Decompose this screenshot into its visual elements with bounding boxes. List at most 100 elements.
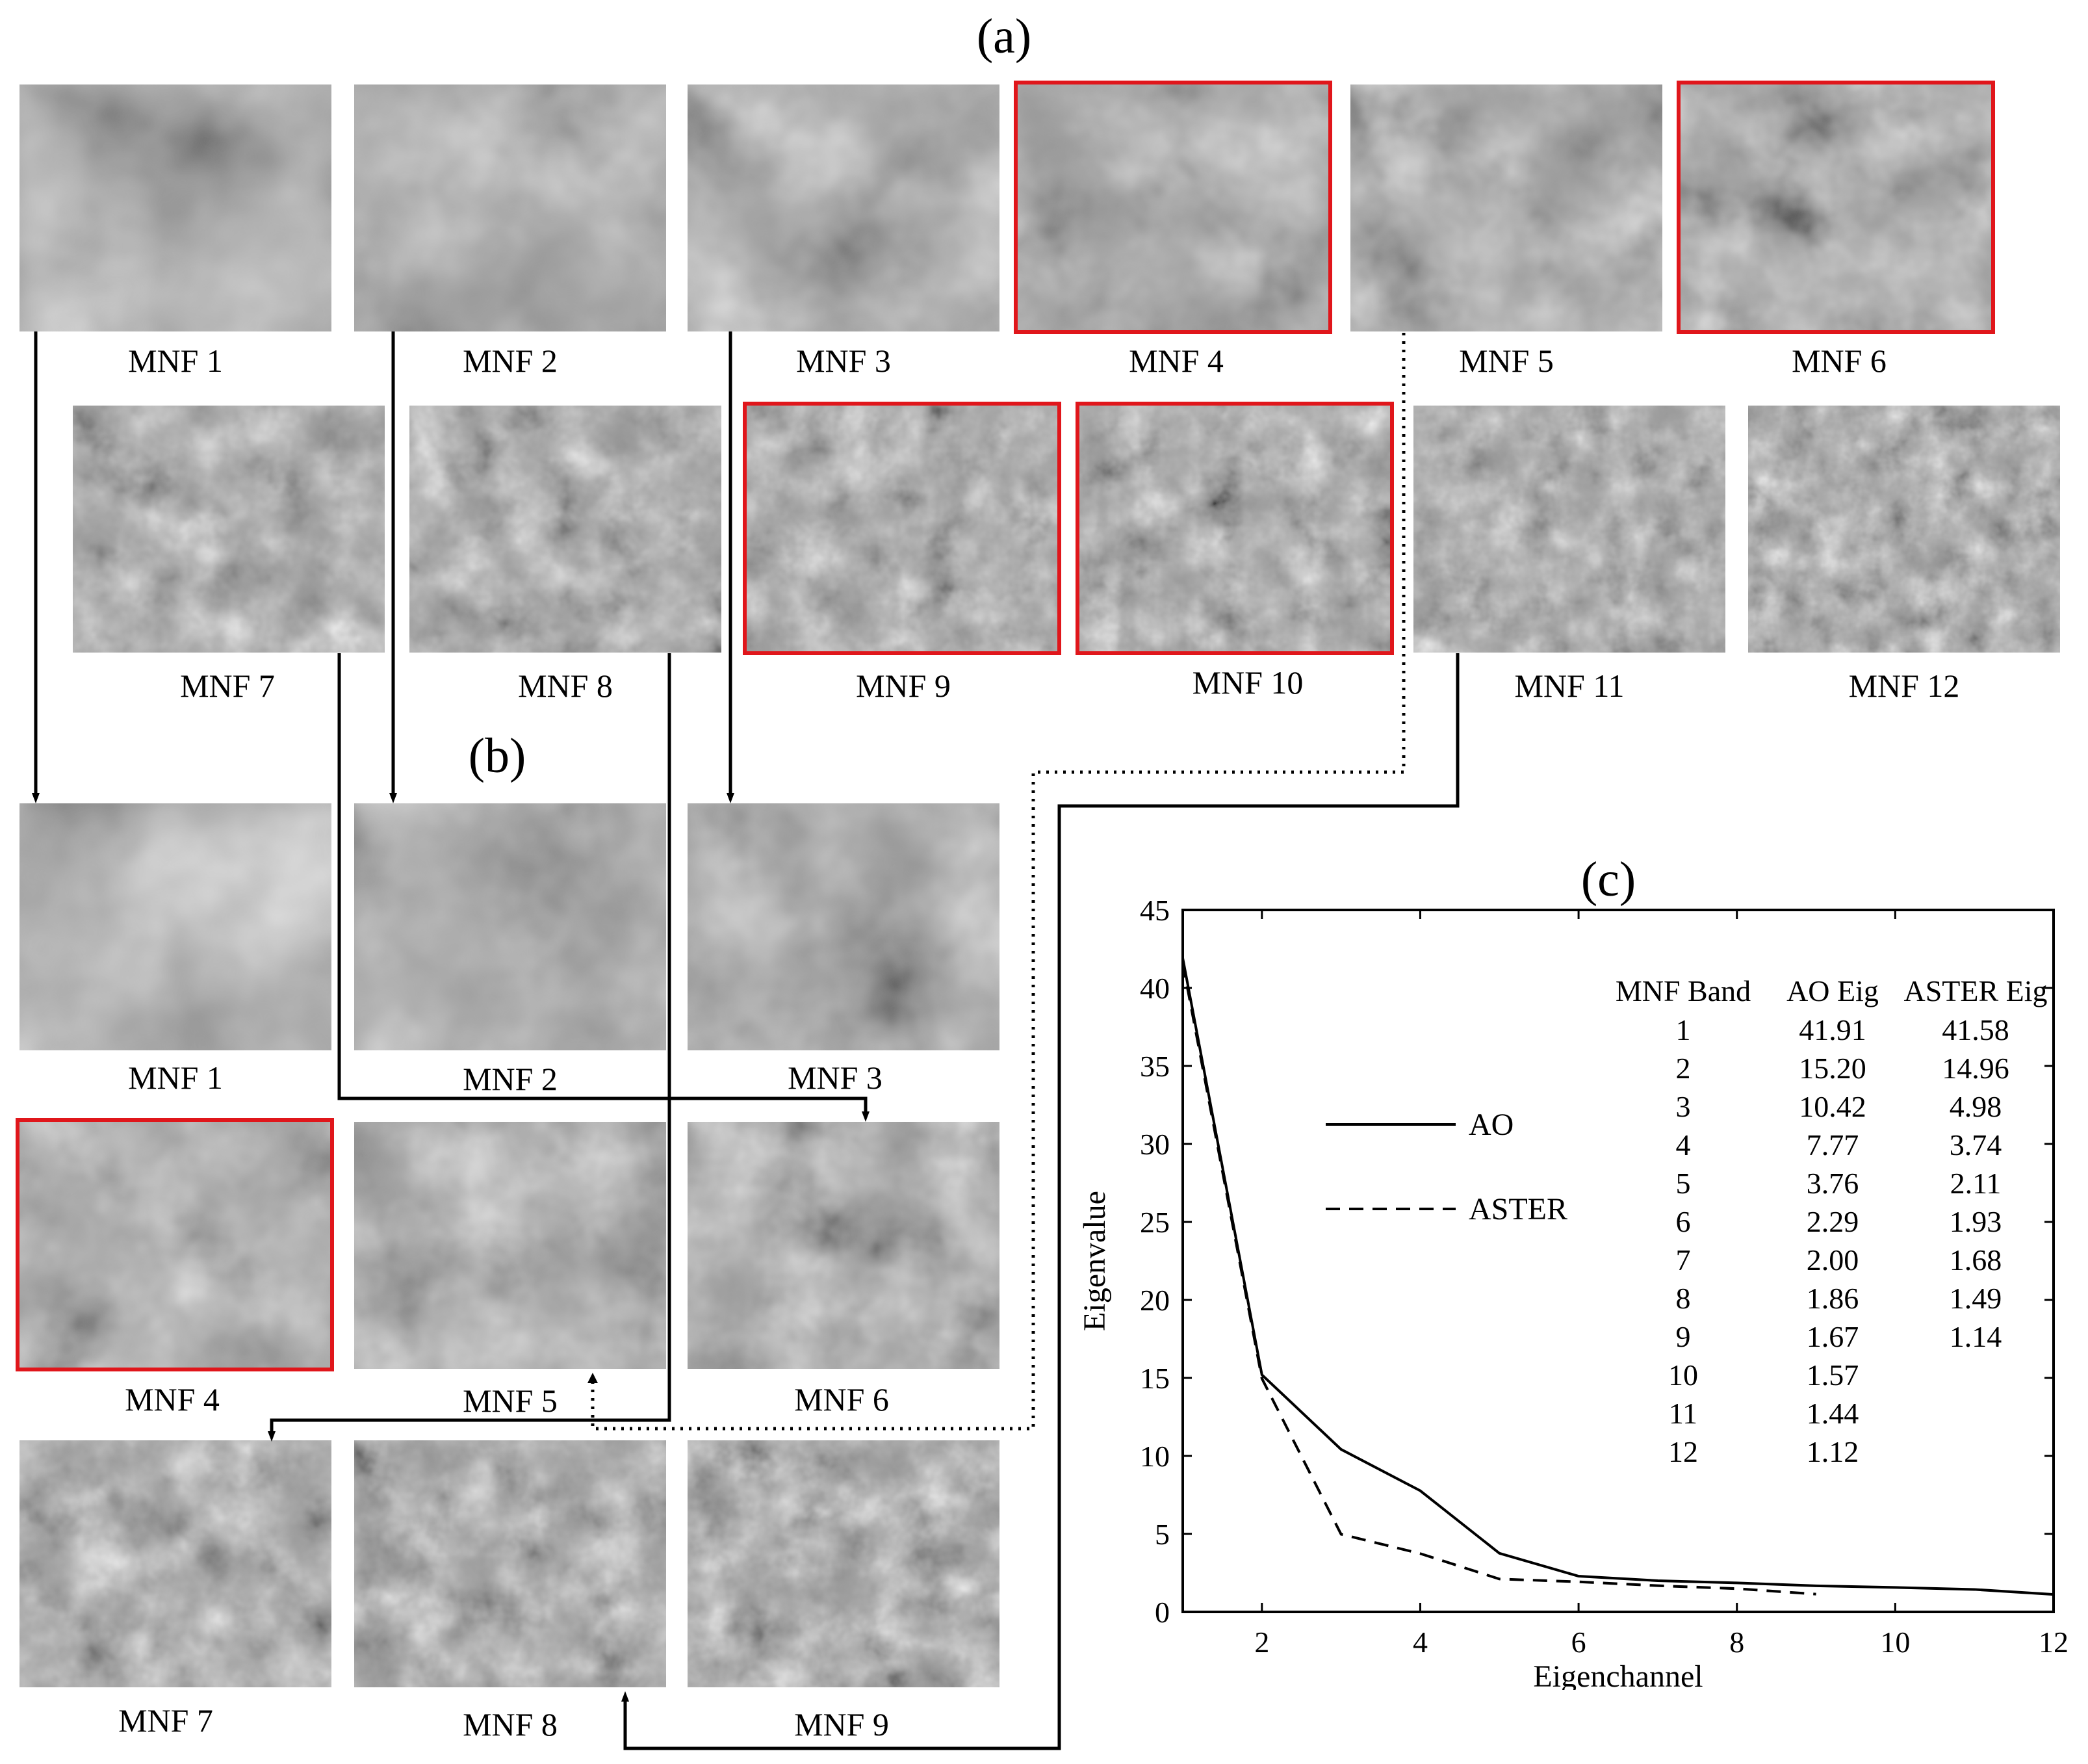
mnf-image-a-12 (1748, 406, 2060, 653)
x-tick-label: 4 (1413, 1626, 1428, 1659)
mnf-image-a-11 (1413, 406, 1725, 653)
table-cell: 14.96 (1942, 1052, 2009, 1085)
mnf-caption-b-3: MNF 3 (788, 1059, 883, 1096)
legend-label-aster: ASTER (1469, 1192, 1567, 1226)
table-cell: 1.12 (1807, 1435, 1859, 1468)
y-tick-label: 25 (1140, 1206, 1170, 1239)
y-axis-label: Eigenvalue (1077, 1191, 1112, 1331)
mnf-caption-a-10: MNF 10 (1192, 664, 1304, 701)
table-cell: 7.77 (1807, 1128, 1859, 1161)
y-tick-label: 45 (1140, 894, 1170, 927)
mnf-caption-b-2: MNF 2 (463, 1061, 558, 1097)
legend-label-ao: AO (1469, 1108, 1514, 1142)
table-cell: 5 (1676, 1167, 1691, 1200)
table-cell: 41.91 (1799, 1013, 1866, 1046)
mnf-caption-b-8: MNF 8 (463, 1706, 558, 1743)
arrow-a11-to-b8 (621, 653, 1460, 1750)
table-cell: 11 (1669, 1397, 1697, 1430)
table-cell: 41.58 (1942, 1013, 2009, 1046)
mnf-image-a-9 (743, 402, 1061, 655)
mnf-image-a-7 (73, 406, 385, 653)
y-tick-label: 40 (1140, 972, 1170, 1005)
mnf-image-b-3 (688, 803, 999, 1050)
mnf-image-b-7 (19, 1440, 331, 1687)
dotted-arrow-head (587, 1373, 598, 1383)
mnf-caption-b-6: MNF 6 (794, 1381, 889, 1418)
mnf-caption-a-9: MNF 9 (856, 668, 951, 704)
table-header: MNF Band (1616, 974, 1751, 1007)
plot-frame (1181, 909, 2055, 1613)
table-cell: 9 (1676, 1320, 1691, 1353)
table-cell: 1.86 (1807, 1282, 1859, 1315)
table-cell: 3.76 (1807, 1167, 1859, 1200)
mnf-caption-a-7: MNF 7 (180, 668, 275, 704)
mnf-image-a-10 (1076, 402, 1394, 655)
table-cell: 4 (1676, 1128, 1691, 1161)
mnf-caption-a-11: MNF 11 (1514, 668, 1625, 704)
mnf-caption-a-4: MNF 4 (1129, 343, 1224, 379)
y-tick-label: 10 (1140, 1440, 1170, 1473)
y-tick-label: 20 (1140, 1284, 1170, 1317)
table-cell: 2.11 (1950, 1167, 2002, 1200)
arrow-a7-to-b6 (337, 653, 870, 1122)
table-cell: 1.14 (1950, 1320, 2002, 1353)
table-cell: 1.67 (1807, 1320, 1859, 1353)
x-tick-label: 6 (1571, 1626, 1586, 1659)
mnf-caption-a-8: MNF 8 (518, 668, 613, 704)
table-header: ASTER Eig (1903, 974, 2047, 1007)
arrow-a8-to-b7 (268, 653, 671, 1442)
table-cell: 1.93 (1950, 1205, 2002, 1238)
y-tick-label: 35 (1140, 1050, 1170, 1083)
mnf-image-a-8 (409, 406, 721, 653)
table-cell: 1.44 (1807, 1397, 1859, 1430)
mnf-image-b-9 (688, 1440, 999, 1687)
mnf-image-b-6 (688, 1122, 999, 1369)
y-tick-label: 30 (1140, 1128, 1170, 1161)
series-line-aster (1181, 963, 1816, 1596)
table-cell: 3 (1676, 1090, 1691, 1123)
mnf-caption-b-1: MNF 1 (128, 1059, 223, 1096)
series-line-ao (1181, 957, 2054, 1596)
mnf-image-a-2 (354, 84, 666, 331)
x-tick-label: 8 (1729, 1626, 1744, 1659)
mnf-caption-b-5: MNF 5 (463, 1382, 558, 1419)
mnf-caption-a-6: MNF 6 (1792, 343, 1887, 379)
y-tick-label: 5 (1155, 1518, 1170, 1551)
table-cell: 8 (1676, 1282, 1691, 1315)
table-cell: 10 (1668, 1358, 1698, 1392)
table-cell: 2 (1676, 1052, 1691, 1085)
x-tick-label: 2 (1254, 1626, 1269, 1659)
mnf-image-b-5 (354, 1122, 666, 1369)
mnf-caption-a-5: MNF 5 (1459, 343, 1554, 379)
mnf-image-b-2 (354, 803, 666, 1050)
table-cell: 2.29 (1807, 1205, 1859, 1238)
x-tick-label: 12 (2039, 1626, 2069, 1659)
table-cell: 4.98 (1950, 1090, 2002, 1123)
panel-label-c: (c) (1580, 852, 1636, 907)
mnf-caption-a-2: MNF 2 (463, 343, 558, 379)
table-cell: 1.68 (1950, 1243, 2002, 1277)
mnf-caption-a-12: MNF 12 (1848, 668, 1960, 704)
mnf-image-a-6 (1677, 81, 1995, 334)
mnf-caption-a-1: MNF 1 (128, 343, 223, 379)
mnf-caption-a-3: MNF 3 (796, 343, 891, 379)
table-cell: 3.74 (1950, 1128, 2002, 1161)
table-cell: 2.00 (1807, 1243, 1859, 1277)
mnf-image-b-4 (16, 1118, 334, 1371)
table-cell: 7 (1676, 1243, 1691, 1277)
mnf-image-b-8 (354, 1440, 666, 1687)
table-cell: 1 (1676, 1013, 1691, 1046)
legend: AO ASTER (1326, 1108, 1567, 1226)
mnf-image-a-1 (19, 84, 331, 331)
table-cell: 6 (1676, 1205, 1691, 1238)
x-tick-label: 10 (1880, 1626, 1910, 1659)
y-tick-label: 15 (1140, 1362, 1170, 1395)
x-axis: 2 4 6 8 10 12 (1254, 910, 2069, 1659)
table-cell: 15.20 (1799, 1052, 1866, 1085)
eigenvalue-table: MNF Band AO Eig ASTER Eig 1 41.91 41.58 2 15.20… (1616, 974, 2048, 1468)
mnf-image-a-4 (1014, 81, 1332, 334)
table-cell: 1.57 (1807, 1358, 1859, 1392)
mnf-image-a-5 (1350, 84, 1662, 331)
